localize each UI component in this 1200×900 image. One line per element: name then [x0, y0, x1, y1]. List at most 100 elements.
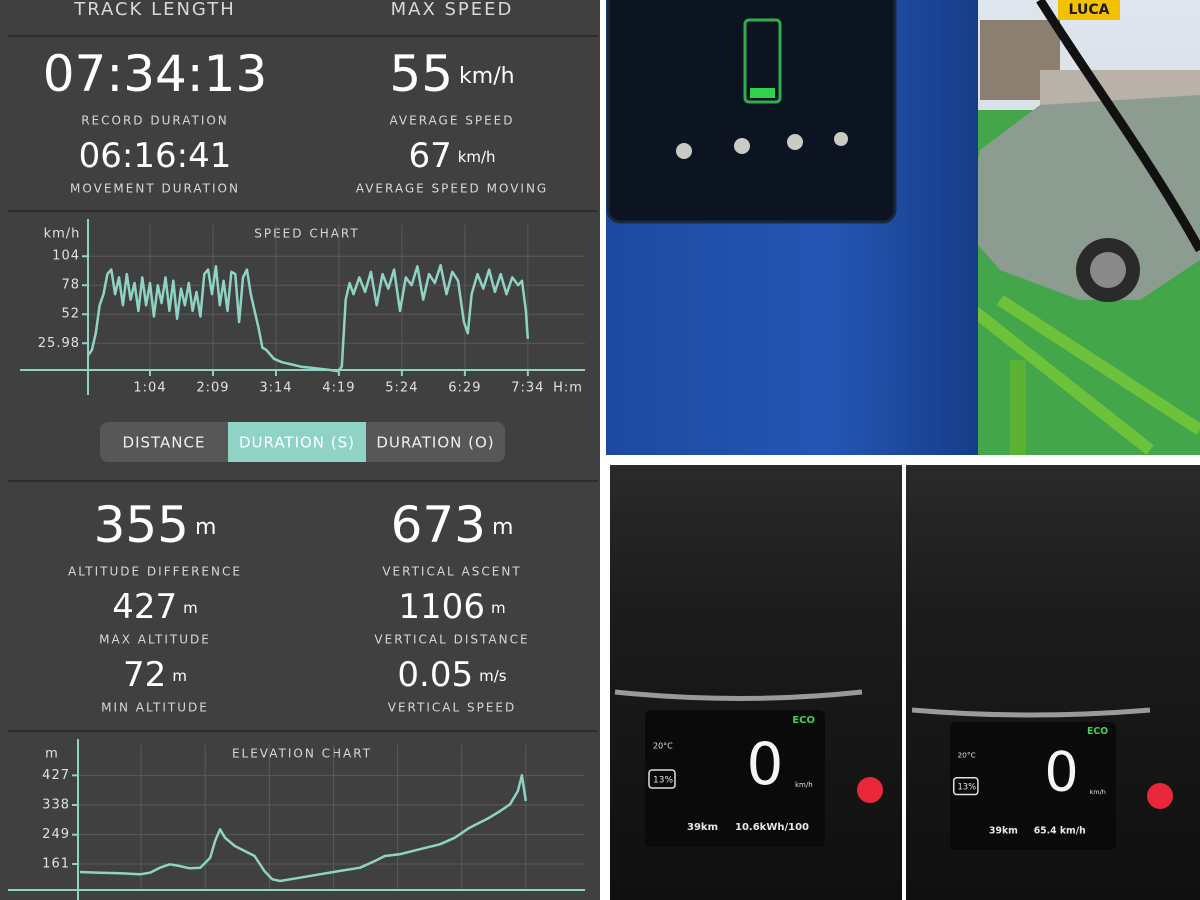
x-tick-label: 1:04: [133, 381, 166, 396]
stat-label: ALTITUDE DIFFERENCE: [68, 565, 242, 579]
sign-text: LUCA: [1069, 2, 1110, 18]
y-tick-label: 104: [52, 249, 80, 264]
dashboard-texts: ECO 20°C 13% 0 km/h 39km 10.6kWh/100 ECO 20°C 13%…: [648, 715, 1108, 836]
dash-trim: [911, 707, 1151, 718]
display-text: 20°C: [957, 750, 975, 759]
railing-post: [1010, 360, 1026, 455]
stat-label: VERTICAL SPEED: [388, 701, 516, 715]
display-text: 39km: [687, 822, 718, 833]
stat-unit: m: [195, 515, 216, 540]
y-axis-label: m: [45, 747, 59, 762]
header-label: TRACK LENGTH: [73, 0, 236, 20]
sign-board: [1058, 0, 1120, 20]
stat-value: 673 m: [391, 496, 514, 554]
stat-label: MIN ALTITUDE: [101, 701, 209, 715]
stat-number: 355: [94, 496, 189, 554]
battery-fill: [750, 88, 775, 98]
stat-number: 06:16:41: [79, 136, 232, 176]
stat-number: 55: [389, 45, 453, 103]
stat-label: MOVEMENT DURATION: [70, 182, 240, 196]
display: [645, 710, 825, 847]
stat-unit: m: [492, 515, 513, 540]
stat-label: AVERAGE SPEED: [389, 114, 514, 128]
stat-value: 55 km/h: [389, 45, 514, 103]
stat-label: VERTICAL ASCENT: [382, 565, 521, 579]
stat-unit: m: [172, 667, 187, 685]
dashboard-photo: [610, 465, 1200, 900]
display-text: ECO: [792, 715, 815, 726]
chart-title: SPEED CHART: [254, 227, 359, 241]
stat-number: 0.05: [397, 655, 473, 695]
stat-label: VERTICAL DISTANCE: [374, 633, 529, 647]
battery-icon: [743, 18, 782, 104]
stat-value: 1106 m: [398, 587, 505, 627]
display-text: 0: [1044, 741, 1078, 804]
charger-photo: LUCA: [606, 0, 1200, 455]
battery-frame: [648, 769, 676, 789]
stat-value: 355 m: [94, 496, 217, 554]
display-text: 0: [747, 730, 784, 798]
battery-frame: [952, 777, 979, 796]
stat-unit: km/h: [458, 148, 496, 166]
railing: [956, 294, 1200, 455]
cable: [1036, 0, 1200, 253]
display-text: 65.4 km/h: [1034, 825, 1086, 836]
display: [950, 722, 1116, 850]
x-tick-label: 6:29: [448, 381, 481, 396]
display-text: 39km: [989, 825, 1018, 836]
y-tick-label: 78: [61, 278, 80, 293]
stat-unit: m: [491, 599, 506, 617]
toggle-option[interactable]: DISTANCE: [123, 434, 206, 452]
display-text: km/h: [1090, 788, 1106, 796]
car-wheel: [1090, 252, 1126, 288]
y-tick-label: 161: [42, 857, 70, 872]
stat-unit: m: [183, 599, 198, 617]
display-text: 13%: [957, 782, 976, 792]
stat-value: 67 km/h: [408, 136, 495, 176]
y-tick-label: 338: [42, 798, 70, 813]
stat-label: AVERAGE SPEED MOVING: [356, 182, 548, 196]
stat-label: RECORD DURATION: [81, 114, 229, 128]
data-line: [79, 774, 528, 883]
stat-value: 427 m: [112, 587, 198, 627]
stat-number: 1106: [398, 587, 485, 627]
screen-buttons: [676, 132, 848, 159]
stat-unit: km/h: [459, 64, 515, 89]
dash-trim: [614, 689, 863, 701]
x-tick-label: 3:14: [259, 381, 292, 396]
stat-number: 67: [408, 136, 451, 176]
toggle-active: [228, 422, 366, 462]
y-tick-label: 249: [42, 827, 70, 842]
x-axis-label: H:m: [553, 381, 583, 396]
stat-label: MAX ALTITUDE: [99, 633, 211, 647]
stat-number: 673: [391, 496, 486, 554]
chart-title: ELEVATION CHART: [232, 747, 372, 761]
header-label: MAX SPEED: [391, 0, 514, 20]
display-text: 10.6kWh/100: [735, 822, 809, 833]
display-text: ECO: [1087, 726, 1108, 737]
x-tick-label: 5:24: [385, 381, 418, 396]
y-tick-label: 25.98: [38, 336, 80, 351]
display-text: 13%: [653, 776, 673, 786]
x-tick-label: 2:09: [196, 381, 229, 396]
stat-number: 72: [123, 655, 166, 695]
y-tick-label: 427: [42, 768, 70, 783]
toggle-option[interactable]: DURATION (O): [376, 434, 494, 452]
data-line: [86, 263, 530, 373]
charger-screen: [606, 0, 897, 224]
stat-number: 427: [112, 587, 177, 627]
y-axis-label: km/h: [44, 227, 81, 242]
stat-value: 07:34:13: [43, 45, 268, 103]
display-text: 20°C: [653, 742, 673, 751]
stat-value: 72 m: [123, 655, 187, 695]
stat-value: 06:16:41: [79, 136, 232, 176]
hazard-button: [857, 777, 883, 803]
display-text: km/h: [795, 781, 813, 789]
toggle-option[interactable]: DURATION (S): [239, 434, 355, 452]
stat-unit: m/s: [479, 667, 507, 685]
y-tick-label: 52: [61, 307, 80, 322]
x-tick-label: 4:19: [322, 381, 355, 396]
